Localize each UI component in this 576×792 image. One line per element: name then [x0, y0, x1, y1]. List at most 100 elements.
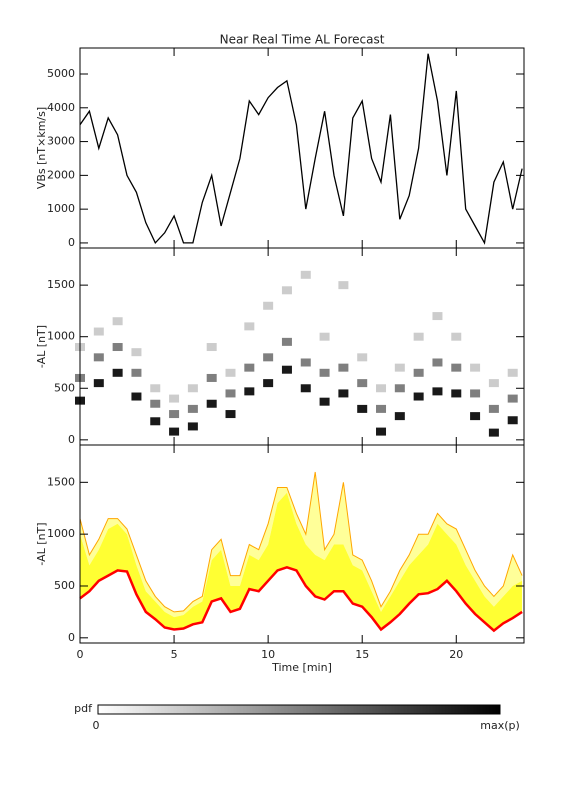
data-line: [79, 53, 523, 245]
density-cell: [93, 327, 104, 336]
y-tick-label: 1000: [47, 202, 75, 215]
density-cell: [300, 358, 311, 367]
density-cell: [169, 394, 180, 403]
density-cell: [451, 389, 462, 398]
density-cell: [263, 353, 274, 362]
density-cell: [112, 317, 123, 326]
density-cell: [93, 379, 104, 388]
density-cell: [319, 368, 330, 377]
density-cell: [225, 410, 236, 419]
density-cell: [394, 412, 405, 421]
density-cell: [507, 416, 518, 425]
density-cell: [470, 389, 481, 398]
colorbar-min: 0: [93, 719, 100, 732]
density-cell: [432, 387, 443, 396]
density-cell: [206, 343, 217, 352]
density-cell: [112, 368, 123, 377]
y-tick-label: 5000: [47, 67, 75, 80]
x-tick-label: 15: [355, 648, 369, 661]
band-area: [80, 492, 523, 631]
density-cell: [394, 384, 405, 393]
density-cell: [357, 404, 368, 413]
y-tick-label: 1500: [47, 475, 75, 488]
density-cell: [376, 384, 387, 393]
density-cell: [131, 392, 142, 401]
density-cell: [413, 332, 424, 341]
median-line: [79, 565, 523, 633]
density-cell: [150, 399, 161, 408]
density-cell: [206, 399, 217, 408]
y-tick-label: 0: [68, 631, 75, 644]
density-cell: [150, 384, 161, 393]
density-cell: [488, 379, 499, 388]
density-cell: [338, 363, 349, 372]
density-cell: [413, 368, 424, 377]
density-cell: [225, 368, 236, 377]
density-cell: [150, 417, 161, 426]
y-tick-label: 1500: [47, 278, 75, 291]
x-axis-label: Time [min]: [271, 661, 332, 674]
colorbar-label: pdf: [74, 702, 93, 715]
density-cell: [187, 422, 198, 431]
density-cell: [338, 389, 349, 398]
x-tick-label: 10: [261, 648, 275, 661]
density-cell: [187, 384, 198, 393]
x-tick-label: 0: [77, 648, 84, 661]
density-cell: [169, 427, 180, 436]
density-cell: [413, 392, 424, 401]
density-cell: [470, 412, 481, 421]
density-cell: [169, 410, 180, 419]
x-tick-label: 20: [449, 648, 463, 661]
density-cell: [470, 363, 481, 372]
density-cell: [263, 379, 274, 388]
chart-title: Near Real Time AL Forecast: [220, 33, 385, 47]
density-cell: [244, 322, 255, 331]
density-cell: [187, 404, 198, 413]
x-tick-label: 5: [171, 648, 178, 661]
y-tick-label: 3000: [47, 135, 75, 148]
y-tick-label: 1000: [47, 330, 75, 343]
density-cell: [488, 428, 499, 437]
density-cell: [507, 368, 518, 377]
density-cell: [507, 394, 518, 403]
y-tick-label: 0: [68, 236, 75, 249]
density-cell: [281, 286, 292, 295]
density-cell: [488, 404, 499, 413]
y-tick-label: 500: [54, 579, 75, 592]
density-cell: [263, 301, 274, 310]
colorbar: [97, 704, 501, 715]
density-cell: [300, 384, 311, 393]
density-cell: [131, 368, 142, 377]
density-cell: [451, 363, 462, 372]
density-cell: [319, 397, 330, 406]
density-cell: [131, 348, 142, 357]
y-tick-label: 500: [54, 381, 75, 394]
density-cell: [338, 281, 349, 290]
y-tick-label: 0: [68, 433, 75, 446]
plot-frame: [79, 444, 525, 644]
upper-line: [79, 471, 523, 613]
y-tick-label: 4000: [47, 101, 75, 114]
density-cell: [206, 373, 217, 382]
density-cell: [376, 404, 387, 413]
density-cell: [376, 427, 387, 436]
y-tick-label: 2000: [47, 168, 75, 181]
density-cell: [281, 337, 292, 346]
density-cell: [451, 332, 462, 341]
colorbar-max: max(p): [480, 719, 520, 732]
density-cell: [432, 312, 443, 321]
density-cell: [244, 387, 255, 396]
y-axis-label: -AL [nT]: [35, 522, 48, 565]
density-cell: [357, 379, 368, 388]
density-cell: [357, 353, 368, 362]
density-cell: [244, 363, 255, 372]
density-cell: [112, 343, 123, 352]
density-cell: [225, 389, 236, 398]
y-tick-label: 1000: [47, 527, 75, 540]
density-cell: [93, 353, 104, 362]
density-cell: [432, 358, 443, 367]
density-cell: [319, 332, 330, 341]
density-cell: [281, 365, 292, 374]
density-cell: [394, 363, 405, 372]
